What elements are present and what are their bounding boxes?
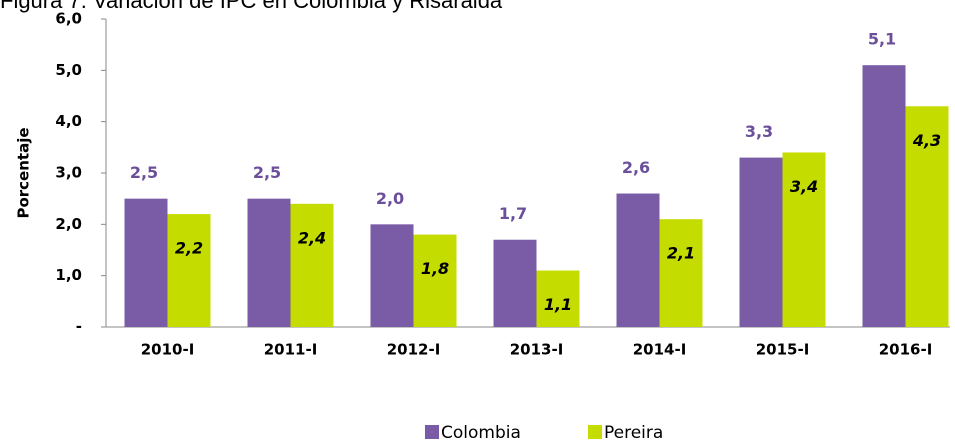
data-label: 1,7 (499, 204, 527, 223)
bar (862, 65, 906, 327)
legend-swatch (588, 425, 602, 439)
data-label: 3,4 (790, 177, 818, 196)
bar (739, 157, 783, 327)
bar (167, 214, 211, 327)
y-tick-label: 1,0 (55, 266, 82, 284)
bar (616, 193, 660, 327)
x-tick-label: 2010-I (141, 341, 195, 359)
x-tick-label: 2016-I (879, 341, 933, 359)
data-label: 5,1 (868, 30, 896, 49)
y-tick-label: - (76, 318, 82, 336)
y-tick-label: 3,0 (55, 164, 82, 182)
bar (247, 198, 291, 327)
data-label: 1,8 (421, 259, 449, 278)
bar (370, 224, 414, 327)
legend-label: Pereira (604, 423, 663, 442)
data-label: 2,5 (253, 163, 281, 182)
x-tick-label: 2012-I (387, 341, 441, 359)
bar (124, 198, 168, 327)
bar (905, 106, 949, 328)
data-label: 1,1 (544, 295, 572, 314)
data-label: 2,6 (622, 158, 650, 177)
data-label: 2,5 (130, 163, 158, 182)
x-tick-label: 2013-I (510, 341, 564, 359)
legend-label: Colombia (441, 423, 521, 442)
data-label: 2,4 (298, 228, 326, 247)
x-tick-label: 2014-I (633, 341, 687, 359)
bar (659, 219, 703, 327)
y-tick-label: 4,0 (55, 112, 82, 130)
bar (782, 152, 826, 327)
chart-title: Figura 7. Variación de IPC en Colombia y… (0, 0, 503, 13)
bar (413, 234, 457, 327)
data-label: 2,1 (667, 244, 695, 263)
bar (536, 270, 580, 327)
y-tick-label: 5,0 (55, 61, 82, 79)
data-label: 2,2 (175, 239, 203, 258)
y-tick-label: 2,0 (55, 215, 82, 233)
x-tick-label: 2015-I (756, 341, 810, 359)
x-tick-label: 2011-I (264, 341, 318, 359)
bar (290, 203, 334, 327)
data-label: 4,3 (912, 131, 941, 150)
bar (493, 239, 537, 327)
data-label: 3,3 (745, 122, 773, 141)
data-label: 2,0 (376, 189, 404, 208)
y-axis-label: Porcentaje (15, 127, 33, 218)
legend-swatch (425, 425, 439, 439)
y-tick-label: 6,0 (55, 10, 82, 28)
